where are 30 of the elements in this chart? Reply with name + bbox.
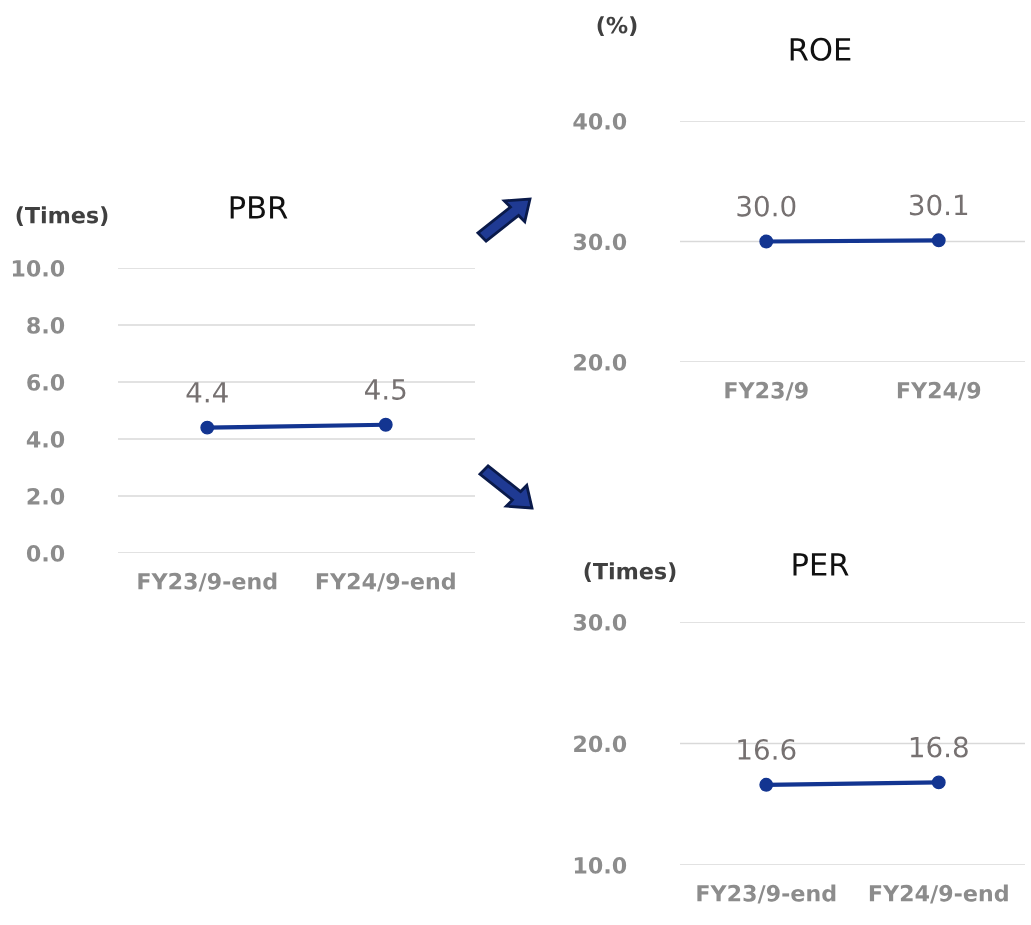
chart-title: ROE [790,37,851,61]
y-axis-title: (Times) [16,206,108,227]
x-tick-label: FY23/9 [725,381,808,401]
y-tick-label: 10.0 [12,259,65,277]
y-tick-label: 2.0 [27,487,65,505]
y-tick-label: 30.0 [573,613,627,631]
y-tick-label: 30.0 [573,233,627,251]
y-tick-label: 4.0 [26,430,65,448]
y-tick-label: 20.0 [574,353,627,371]
x-tick-label: FY24/9-end [316,572,455,592]
data-label: 16.8 [910,736,968,758]
y-tick-label: 20.0 [574,735,627,753]
y-tick-label: 40.0 [573,112,627,130]
chart-title: PBR [230,196,288,219]
y-tick-label: 10.0 [574,856,627,874]
chart-title: PER [793,553,849,576]
data-label: 4.4 [186,382,228,403]
y-tick-label: 0.0 [26,544,65,562]
data-label: 30.1 [909,194,968,216]
x-tick-label: FY24/9 [897,381,981,401]
data-label: 4.5 [365,379,406,400]
data-label: 16.6 [738,738,796,760]
x-tick-label: FY23/9-end [138,572,277,592]
x-tick-label: FY24/9-end [869,884,1008,904]
data-label: 30.0 [737,195,796,217]
x-tick-label: FY23/9-end [697,884,836,904]
y-axis-title: (Times) [584,562,676,583]
y-tick-label: 6.0 [27,373,65,391]
y-tick-label: 8.0 [27,316,65,334]
y-axis-title: (%) [597,16,637,37]
